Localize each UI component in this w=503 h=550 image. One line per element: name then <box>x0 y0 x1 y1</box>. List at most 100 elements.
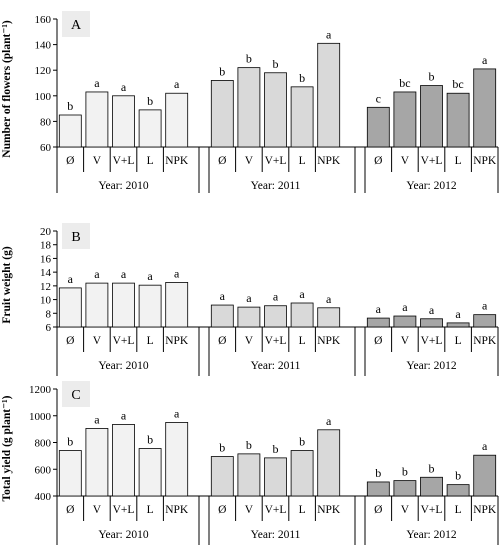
y-tick-label: 1000 <box>29 411 52 423</box>
bar <box>366 481 390 497</box>
category-label: Ø <box>374 335 382 347</box>
significance-letter: b <box>429 461 435 475</box>
significance-letter: a <box>174 406 180 420</box>
category-label: L <box>147 335 154 347</box>
group-label: Year: 2010 <box>98 360 149 372</box>
significance-letter: b <box>219 441 225 455</box>
significance-letter: a <box>326 27 332 41</box>
significance-letter: b <box>67 99 73 113</box>
significance-letter: a <box>94 267 100 281</box>
category-label: V <box>93 504 102 516</box>
panel-label-box <box>62 223 90 249</box>
panel-label-box <box>62 11 90 37</box>
category-label: V <box>401 155 410 167</box>
significance-letter: a <box>482 299 488 313</box>
y-tick-label: 120 <box>35 65 52 77</box>
bar <box>138 109 162 148</box>
significance-letter: a <box>94 412 100 426</box>
chart-panel-c: C 400 600 800 1000 1200 Total yield (g plant⁻¹… <box>1 381 499 545</box>
chart-panel-a: A 60 80 100 120 140 160 Number of flowers (plan… <box>1 11 499 193</box>
significance-letter: b <box>219 64 225 78</box>
panel-label: C <box>71 388 80 403</box>
significance-letter: b <box>402 465 408 479</box>
bar <box>264 305 287 328</box>
significance-letter: bc <box>452 77 463 91</box>
category-label: V+L <box>265 155 287 167</box>
bar <box>210 304 234 328</box>
category-label: L <box>455 335 462 347</box>
category-label: Ø <box>66 504 74 516</box>
category-label: Ø <box>218 155 226 167</box>
category-label: NPK <box>317 504 341 516</box>
y-tick-label: 100 <box>35 91 52 103</box>
category-label: V <box>401 335 410 347</box>
group-label: Year: 2011 <box>251 529 301 541</box>
bar <box>58 450 82 497</box>
category-label: NPK <box>473 335 497 347</box>
category-label: V+L <box>265 335 287 347</box>
category-label: Ø <box>374 155 382 167</box>
significance-letter: b <box>455 469 461 483</box>
bar <box>138 448 162 497</box>
category-label: V+L <box>421 335 443 347</box>
significance-letter: b <box>299 71 305 85</box>
bar <box>85 282 109 328</box>
significance-letter: a <box>174 266 180 280</box>
bar <box>317 42 341 148</box>
panel-label-box <box>62 381 90 407</box>
y-tick-label: 140 <box>35 40 52 52</box>
significance-letter: a <box>94 76 100 90</box>
group-label: Year: 2010 <box>98 180 149 192</box>
y-tick-label: 800 <box>35 438 52 450</box>
significance-letter: a <box>121 408 127 422</box>
bar <box>393 480 417 497</box>
category-label: NPK <box>165 155 189 167</box>
bar <box>420 85 443 148</box>
bar <box>210 80 234 148</box>
bar <box>446 484 470 497</box>
group-label: Year: 2012 <box>406 529 457 541</box>
significance-letter: a <box>376 302 382 316</box>
category-label: NPK <box>165 504 189 516</box>
bar <box>237 453 261 497</box>
significance-letter: a <box>246 291 252 305</box>
category-label: L <box>299 335 306 347</box>
category-label: NPK <box>317 155 341 167</box>
bar <box>317 429 341 497</box>
category-label: Ø <box>66 155 74 167</box>
bar <box>446 322 470 328</box>
significance-letter: b <box>246 52 252 66</box>
significance-letter: b <box>246 438 252 452</box>
group-label: Year: 2010 <box>98 529 149 541</box>
category-label: V <box>245 335 254 347</box>
group-label: Year: 2012 <box>406 360 457 372</box>
y-tick-label: 8 <box>46 308 52 320</box>
bar <box>290 450 314 497</box>
category-label: L <box>455 504 462 516</box>
bar <box>420 318 443 328</box>
bar <box>366 106 390 148</box>
bar <box>290 302 314 328</box>
significance-letter: a <box>68 272 74 286</box>
bar <box>237 67 261 148</box>
significance-letter: b <box>299 435 305 449</box>
significance-letter: b <box>375 466 381 480</box>
group-label: Year: 2011 <box>251 180 301 192</box>
y-tick-label: 60 <box>40 142 52 154</box>
bar <box>420 476 443 497</box>
category-label: V <box>93 335 102 347</box>
significance-letter: a <box>482 53 488 67</box>
bar <box>112 424 135 497</box>
y-tick-label: 400 <box>35 491 52 503</box>
category-label: Ø <box>66 335 74 347</box>
category-label: V+L <box>113 504 135 516</box>
category-label: V+L <box>421 155 443 167</box>
significance-letter: b <box>429 70 435 84</box>
significance-letter: b <box>147 433 153 447</box>
y-axis-label: Fruit weight (g) <box>1 246 13 323</box>
y-tick-label: 10 <box>40 295 52 307</box>
bar <box>446 92 470 148</box>
category-label: L <box>455 155 462 167</box>
